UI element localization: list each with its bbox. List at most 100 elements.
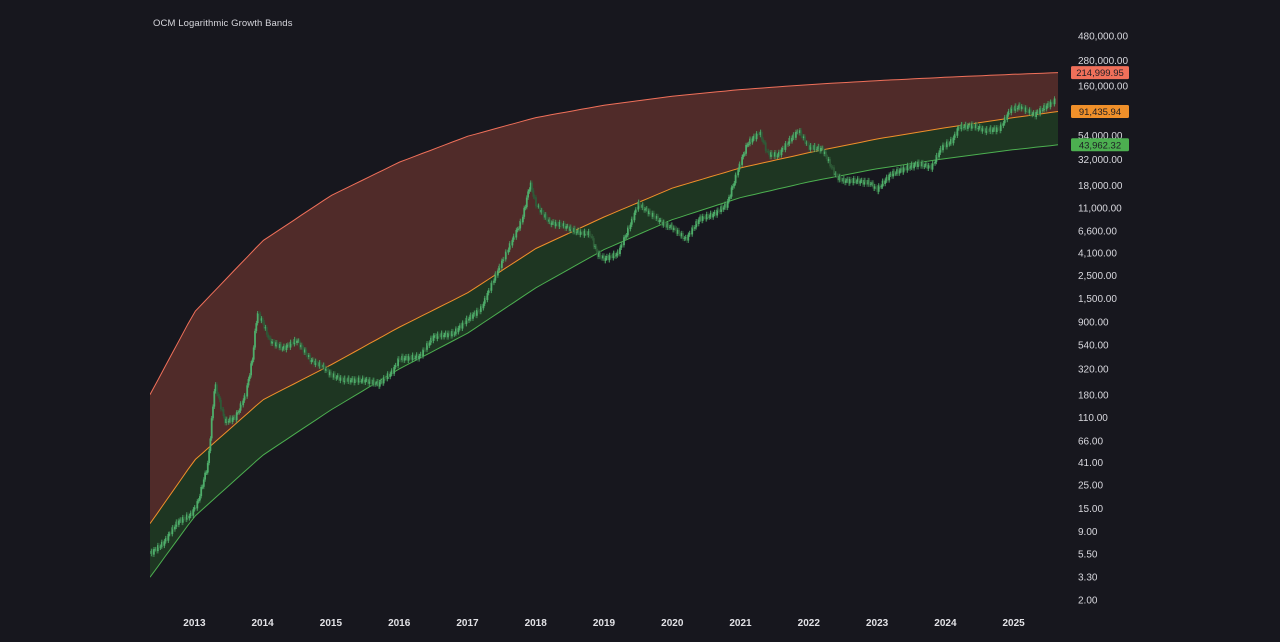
price-candle xyxy=(549,219,552,225)
price-candle xyxy=(791,137,793,142)
price-candle xyxy=(321,367,323,368)
price-candle xyxy=(313,359,315,365)
price-candle xyxy=(296,340,298,343)
price-candle xyxy=(820,148,822,152)
price-candle xyxy=(757,133,759,135)
price-candle xyxy=(1053,98,1056,105)
price-candle xyxy=(453,333,456,335)
price-candle xyxy=(1044,105,1047,110)
price-candle xyxy=(616,251,619,256)
price-candle xyxy=(856,178,859,182)
price-candle xyxy=(1027,111,1030,114)
y-tick-label: 900.00 xyxy=(1078,317,1109,328)
price-candle xyxy=(638,201,641,206)
y-tick-label: 480,000.00 xyxy=(1078,32,1128,43)
price-candle xyxy=(729,196,732,198)
price-candle xyxy=(195,507,197,509)
price-candle xyxy=(193,507,196,510)
price-candle xyxy=(1024,107,1027,112)
price-candle xyxy=(1048,103,1051,107)
price-candle xyxy=(642,204,645,211)
price-candle xyxy=(932,163,935,164)
price-candle xyxy=(577,229,579,233)
price-candle xyxy=(617,251,620,255)
price-candle xyxy=(248,375,251,379)
price-candle xyxy=(776,155,779,157)
price-candle xyxy=(308,355,310,357)
price-candle xyxy=(592,238,595,247)
price-candle xyxy=(876,187,879,192)
price-candle xyxy=(662,221,665,226)
price-candle xyxy=(416,354,419,360)
price-candle xyxy=(548,219,550,222)
price-candle xyxy=(562,223,565,227)
y-tick-label: 32,000.00 xyxy=(1078,155,1123,166)
price-candle xyxy=(206,463,209,473)
price-candle xyxy=(859,180,862,184)
price-candle xyxy=(1028,109,1031,114)
price-candle xyxy=(350,380,352,383)
price-candle xyxy=(556,222,558,224)
price-candle xyxy=(839,176,842,180)
price-candle xyxy=(793,134,796,138)
price-candle xyxy=(670,224,673,228)
price-candle xyxy=(598,252,600,257)
price-candle xyxy=(672,227,675,231)
price-candle xyxy=(268,337,271,339)
price-candle xyxy=(911,163,914,169)
price-candle xyxy=(875,186,877,188)
price-candle xyxy=(827,159,830,161)
price-candle xyxy=(855,181,858,183)
price-candle xyxy=(490,282,493,291)
price-candle xyxy=(540,210,543,213)
price-candle xyxy=(256,313,259,324)
price-candle xyxy=(967,125,969,129)
price-candle xyxy=(533,196,536,198)
price-candle xyxy=(401,355,403,360)
price-candle xyxy=(409,356,411,358)
price-candle xyxy=(814,145,817,150)
price-candle xyxy=(414,358,417,359)
price-candle xyxy=(162,541,164,546)
price-candle xyxy=(166,538,168,541)
price-candle xyxy=(461,322,464,329)
price-candle xyxy=(889,173,892,175)
price-candle xyxy=(518,228,520,230)
price-candle xyxy=(489,290,491,291)
price-candle xyxy=(936,155,939,158)
price-candle xyxy=(921,162,923,167)
price-candle xyxy=(443,335,445,338)
price-candle xyxy=(233,416,235,418)
price-candle xyxy=(625,235,628,237)
price-candle xyxy=(464,322,466,324)
price-candle xyxy=(543,212,545,218)
middle-band-line xyxy=(150,111,1059,524)
price-candle xyxy=(934,161,936,164)
upper-band-badge-bg xyxy=(1071,66,1129,80)
price-candle xyxy=(567,226,570,231)
price-candle xyxy=(164,538,167,542)
price-candle xyxy=(301,344,304,348)
price-candle xyxy=(784,143,787,150)
price-candle xyxy=(493,280,495,283)
x-tick-label: 2021 xyxy=(729,618,752,629)
price-candle xyxy=(380,380,382,383)
price-candle xyxy=(914,163,917,165)
price-candle xyxy=(994,127,997,132)
price-candle xyxy=(655,216,658,219)
price-candle xyxy=(365,379,368,380)
price-candle xyxy=(273,341,276,347)
price-candle xyxy=(339,377,342,381)
price-candle xyxy=(641,204,644,208)
price-candle xyxy=(247,379,250,386)
price-candle xyxy=(553,221,556,227)
price-candle xyxy=(603,255,606,261)
price-candle xyxy=(470,314,473,319)
price-candle xyxy=(477,309,480,312)
price-candle xyxy=(428,342,431,346)
price-candle xyxy=(922,162,925,167)
x-tick-label: 2013 xyxy=(183,618,206,629)
price-candle xyxy=(699,216,701,220)
price-candle xyxy=(758,133,761,135)
price-candle xyxy=(927,165,930,169)
